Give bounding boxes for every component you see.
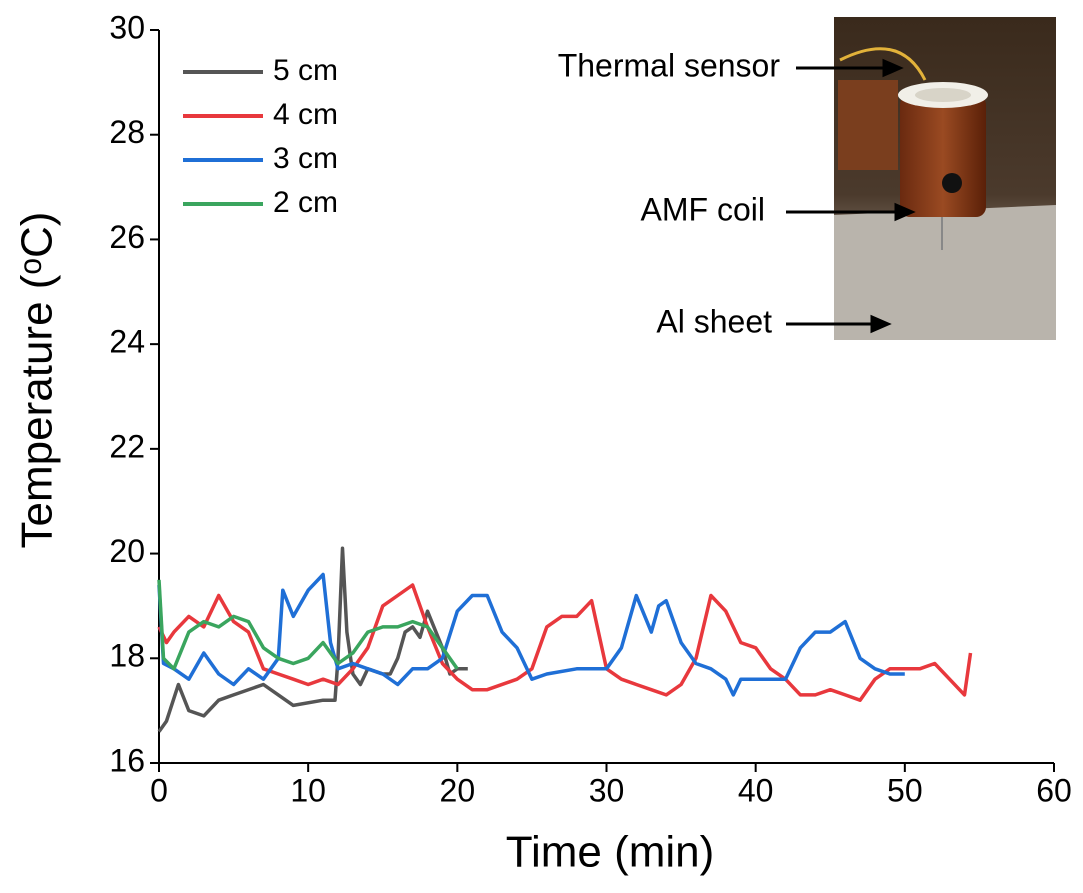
legend-label: 3 cm (273, 142, 338, 175)
annotation: AMF coil (641, 191, 765, 227)
annotation: Thermal sensor (558, 47, 781, 83)
x-tick-label: 40 (738, 772, 774, 808)
y-tick-label: 22 (109, 428, 145, 464)
y-tick-label: 30 (109, 9, 145, 45)
y-tick-label: 28 (109, 114, 145, 150)
series-line (157, 583, 973, 702)
inset-photo (834, 17, 1056, 340)
x-axis-title: Time (min) (506, 828, 715, 877)
x-tick-label: 10 (290, 772, 326, 808)
annotation: Al sheet (656, 303, 772, 339)
x-tick-label: 20 (440, 772, 476, 808)
y-tick-label: 20 (109, 533, 145, 569)
legend-label: 2 cm (273, 186, 338, 219)
legend-label: 5 cm (273, 54, 338, 87)
y-tick-label: 24 (109, 324, 145, 360)
series-line (157, 546, 468, 733)
series-line (157, 572, 905, 697)
y-tick-label: 26 (109, 219, 145, 255)
x-tick-label: 50 (887, 772, 923, 808)
x-tick-label: 0 (150, 772, 168, 808)
x-tick-label: 30 (589, 772, 625, 808)
x-tick-label: 60 (1036, 772, 1072, 808)
y-tick-label: 16 (109, 742, 145, 778)
annotation-arrows (786, 58, 916, 334)
series-line (157, 579, 459, 671)
y-tick-label: 18 (109, 638, 145, 674)
legend-label: 4 cm (273, 98, 338, 131)
y-axis-title: Temperature (ᵒC) (13, 212, 62, 549)
